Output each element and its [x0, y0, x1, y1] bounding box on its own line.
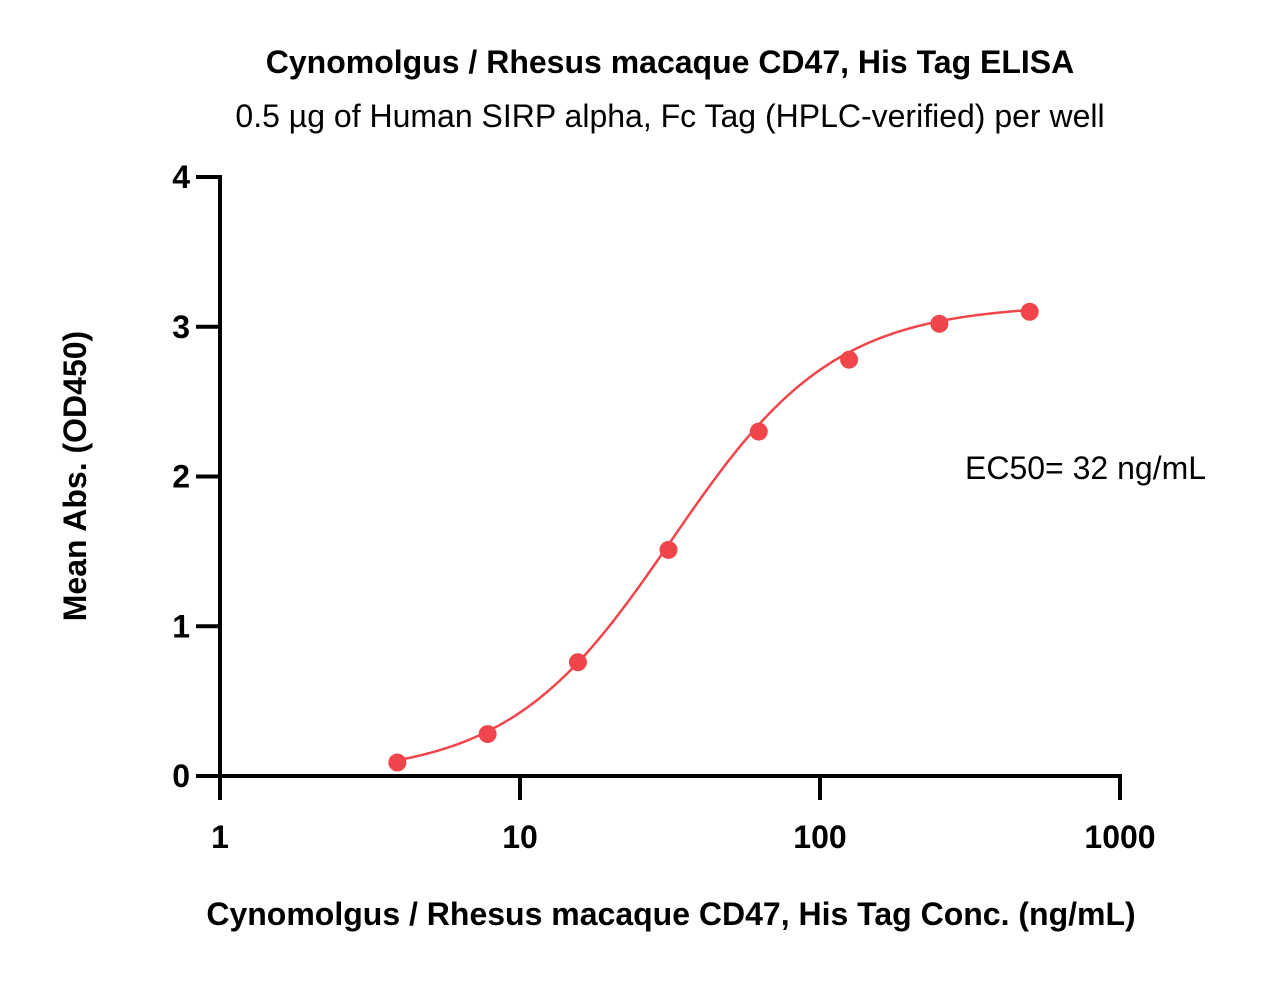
fit-curve [397, 308, 1030, 762]
y-tick-label: 0 [172, 758, 190, 794]
x-tick-label: 10 [502, 819, 538, 855]
data-point [840, 350, 859, 369]
data-point [930, 314, 949, 333]
x-axis-title: Cynomolgus / Rhesus macaque CD47, His Ta… [206, 896, 1135, 932]
fit-curve-layer [397, 308, 1030, 762]
chart-subtitle: 0.5 µg of Human SIRP alpha, Fc Tag (HPLC… [235, 98, 1105, 134]
chart-title: Cynomolgus / Rhesus macaque CD47, His Ta… [265, 44, 1075, 80]
data-point [478, 725, 497, 744]
data-point [568, 653, 587, 672]
data-point [388, 753, 407, 772]
x-tick-label: 1000 [1084, 819, 1155, 855]
x-tick-label: 100 [793, 819, 846, 855]
y-tick-label: 1 [172, 608, 190, 644]
y-tick-label: 2 [172, 459, 190, 495]
x-tick-label: 1 [211, 819, 229, 855]
data-points-layer [388, 302, 1039, 772]
data-point [1020, 302, 1039, 321]
data-point [749, 422, 768, 441]
y-tick-label: 4 [172, 159, 190, 195]
ec50-annotation: EC50= 32 ng/mL [965, 450, 1206, 486]
data-point [659, 540, 678, 559]
y-tick-label: 3 [172, 309, 190, 345]
y-axis-title: Mean Abs. (OD450) [57, 331, 93, 621]
